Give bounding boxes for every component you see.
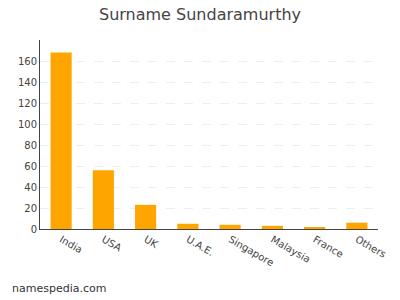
svg-text:Singapore: Singapore — [227, 234, 276, 269]
svg-text:Others: Others — [353, 234, 388, 260]
svg-text:France: France — [311, 234, 345, 260]
svg-text:UK: UK — [142, 234, 160, 251]
svg-text:100: 100 — [18, 119, 37, 130]
svg-text:0: 0 — [31, 224, 37, 235]
svg-text:20: 20 — [24, 203, 37, 214]
svg-text:40: 40 — [24, 182, 37, 193]
svg-text:80: 80 — [24, 140, 37, 151]
svg-text:160: 160 — [18, 56, 37, 67]
html-text:namespedia.com: namespedia.com — [12, 282, 107, 295]
svg-text:120: 120 — [18, 98, 37, 109]
svg-text:India: India — [58, 234, 85, 256]
svg-text:U.A.E.: U.A.E. — [184, 234, 215, 258]
svg-text:Malaysia: Malaysia — [269, 234, 312, 265]
svg-text:60: 60 — [24, 161, 37, 172]
svg-text:Surname Sundaramurthy: Surname Sundaramurthy — [99, 5, 301, 24]
svg-text:USA: USA — [100, 234, 124, 254]
svg-text:140: 140 — [18, 77, 37, 88]
